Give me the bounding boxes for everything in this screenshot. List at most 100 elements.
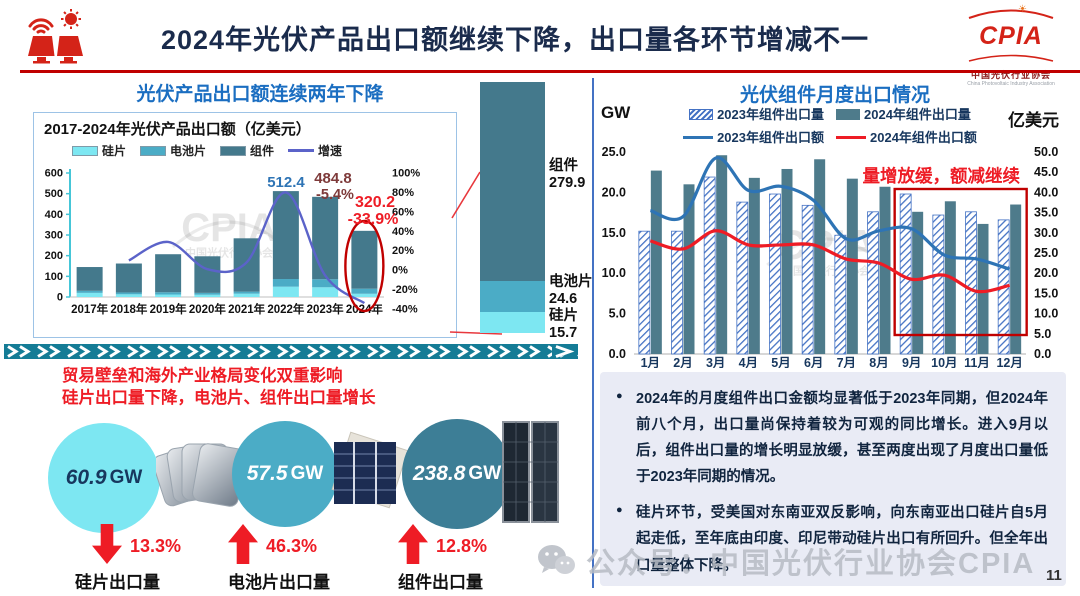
svg-text:20.0: 20.0 <box>1034 266 1058 280</box>
svg-text:500: 500 <box>45 188 63 200</box>
svg-text:4月: 4月 <box>739 356 758 368</box>
legend-item-组件: 组件 <box>220 142 274 159</box>
svg-text:-20%: -20% <box>392 284 418 296</box>
svg-text:20%: 20% <box>392 245 414 257</box>
cell-export-value: 57.5 <box>246 462 288 485</box>
svg-text:20.0: 20.0 <box>602 185 626 199</box>
highlight-box-sep-dec <box>893 187 1028 337</box>
sun-icon <box>61 9 81 29</box>
bar-segment-电池片 <box>233 291 260 294</box>
growth-line <box>128 191 366 305</box>
left-chart-title: 2017-2024年光伏产品出口额（亿美元） <box>44 121 311 138</box>
logo-text: CPIA ☀ <box>979 4 1043 50</box>
bar-segment-硅片 <box>312 287 339 297</box>
svg-text:12月: 12月 <box>996 356 1022 368</box>
chart-annotation: -5.4% <box>316 187 354 203</box>
svg-text:CPIA: CPIA <box>181 206 277 250</box>
svg-text:5月: 5月 <box>771 356 790 368</box>
bar-2023-volume <box>736 201 749 355</box>
svg-text:25.0: 25.0 <box>1034 246 1058 260</box>
module-export-value: 238.8 <box>412 462 466 485</box>
monthly-export-chart: CPIA中国光伏行业协会0.05.010.015.020.025.00.05.0… <box>602 145 1059 368</box>
svg-text:25.0: 25.0 <box>602 145 626 159</box>
svg-text:400: 400 <box>45 209 63 221</box>
right-axis-unit: 亿美元 <box>1008 111 1059 130</box>
logo-arc-top <box>968 9 1054 19</box>
bar-2024-volume <box>814 159 826 354</box>
svg-text:2018年: 2018年 <box>110 302 148 316</box>
bar-2023-volume <box>671 230 683 355</box>
bullet-item: 硅片环节，受美国对东南亚双反影响，向东南亚出口硅片自5月起走低，至年底由印度、印… <box>616 500 1048 578</box>
logo-subtext: 中国光伏行业协会 <box>970 70 1051 80</box>
svg-text:30.0: 30.0 <box>1034 226 1058 240</box>
svg-text:7月: 7月 <box>837 356 856 368</box>
cpia-logo: CPIA ☀ 中国光伏行业协会 China Photovoltaic Indust… <box>956 4 1066 88</box>
header-bar: 2024年光伏产品出口额继续下降，出口量各环节增减不一 CPIA ☀ 中国光伏行业… <box>0 4 1080 88</box>
svg-text:40.0: 40.0 <box>1034 185 1058 199</box>
left-section-title: 光伏产品出口额连续两年下降 <box>136 84 384 105</box>
svg-text:200: 200 <box>45 250 63 262</box>
bar-segment-硅片 <box>115 294 142 297</box>
bar-2024-volume <box>879 186 891 354</box>
svg-text:15.0: 15.0 <box>1034 286 1058 300</box>
svg-text:2月: 2月 <box>673 356 692 368</box>
solar-cell-image <box>331 431 408 509</box>
wafer-export-circle: 60.9 GW <box>48 423 160 533</box>
svg-text:2017年: 2017年 <box>71 302 109 316</box>
svg-text:11月: 11月 <box>964 356 990 368</box>
svg-text:10.0: 10.0 <box>602 266 626 280</box>
bar-2024-volume <box>1010 204 1022 354</box>
svg-text:2022年: 2022年 <box>267 302 305 316</box>
svg-text:100%: 100% <box>392 168 420 180</box>
bar-2024-volume <box>912 211 924 354</box>
svg-text:10.0: 10.0 <box>1034 307 1058 321</box>
module-export-circle: 238.8 GW <box>402 419 512 529</box>
export-value-chart: CPIA中国光伏行业协会0100200300400500600-40%-20%0… <box>45 168 421 317</box>
bar-2024-volume <box>748 177 760 354</box>
svg-text:0.0: 0.0 <box>1034 347 1051 361</box>
svg-text:3月: 3月 <box>706 356 725 368</box>
bar-2023-volume <box>867 211 879 355</box>
svg-text:5.0: 5.0 <box>609 307 626 321</box>
wechat-icon <box>538 545 575 574</box>
bar-segment-硅片 <box>272 286 299 297</box>
up-arrow-icon <box>398 524 428 564</box>
zoom-bar-label: 组件 279.9 <box>549 156 585 191</box>
zoom-bar-label: 硅片 15.7 <box>549 306 578 341</box>
bar-segment-硅片 <box>194 294 221 297</box>
bar-2023-volume <box>638 230 651 355</box>
bar-segment-硅片 <box>351 293 378 297</box>
right-section-title: 光伏组件月度出口情况 <box>739 85 930 106</box>
cell-stat-label: 电池片出口量 <box>228 573 330 592</box>
bar-segment-组件 <box>155 254 182 293</box>
bar-segment-硅片 <box>233 293 260 297</box>
svg-text:0.0: 0.0 <box>609 347 626 361</box>
analysis-notes: 2024年的月度组件出口金额均显著低于2023年同期，但2024年前八个月，出口… <box>600 372 1066 586</box>
bar-segment-电池片 <box>155 292 182 295</box>
bar-segment-电池片 <box>272 279 299 287</box>
svg-text:60%: 60% <box>392 206 414 218</box>
chart-annotation: -33.9% <box>348 211 399 228</box>
svg-text:80%: 80% <box>392 187 414 199</box>
bar-segment-组件 <box>351 230 378 289</box>
bar-2024-volume <box>683 184 695 354</box>
legend-item-2023年组件出口量: 2023年组件出口量 <box>689 104 824 123</box>
bar-2023-volume <box>801 204 814 355</box>
svg-text:9月: 9月 <box>902 356 921 368</box>
bar-segment-组件 <box>272 191 299 280</box>
zoom-bar-label: 电池片 24.6 <box>549 272 592 307</box>
svg-text:2019年: 2019年 <box>150 302 188 316</box>
legend-item-增速: 增速 <box>288 142 342 159</box>
chevron-divider-band <box>4 344 578 359</box>
svg-text:6月: 6月 <box>804 356 823 368</box>
svg-text:50.0: 50.0 <box>1034 145 1058 159</box>
chart-annotation: 512.4 <box>267 174 305 191</box>
solar-module-image <box>502 421 559 523</box>
cell-export-circle: 57.5 GW <box>232 421 338 527</box>
bar-2023-volume <box>932 214 945 355</box>
zoom-bar-segment-硅片 <box>480 312 545 333</box>
header-divider <box>20 70 1080 73</box>
svg-text:100: 100 <box>45 271 63 283</box>
svg-text:2023年: 2023年 <box>307 302 345 316</box>
bar-segment-电池片 <box>115 292 142 295</box>
